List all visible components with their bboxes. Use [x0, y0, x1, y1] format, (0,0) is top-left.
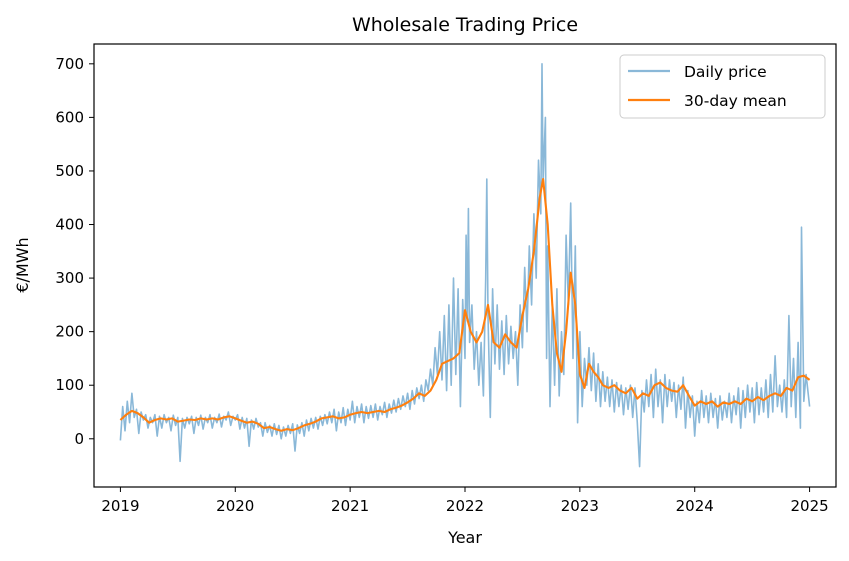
legend-box — [619, 54, 826, 119]
legend-label-daily-price: Daily price — [684, 63, 767, 81]
x-tick-label: 2024 — [676, 497, 714, 515]
y-axis-label: €/MWh — [13, 237, 32, 292]
y-tick-label: 300 — [55, 269, 84, 287]
x-tick-label: 2023 — [561, 497, 599, 515]
y-axis: 0 100 200 300 400 500 600 700 — [55, 55, 94, 448]
series-line-30-day-mean — [119, 177, 811, 432]
x-axis: 2019 2020 2021 2022 2023 2024 2025 — [101, 487, 829, 515]
y-tick-label: 0 — [74, 430, 84, 448]
x-axis-label: Year — [447, 528, 482, 547]
plot-area — [119, 63, 811, 468]
x-tick-label: 2019 — [101, 497, 139, 515]
x-tick-label: 2025 — [790, 497, 828, 515]
y-tick-label: 200 — [55, 323, 84, 341]
y-tick-label: 700 — [55, 55, 84, 73]
x-tick-label: 2021 — [331, 497, 369, 515]
y-tick-label: 100 — [55, 376, 84, 394]
x-tick-label: 2020 — [216, 497, 254, 515]
series-30-day-mean — [119, 177, 811, 432]
x-tick-label: 2022 — [446, 497, 484, 515]
y-tick-label: 500 — [55, 162, 84, 180]
legend-label-30-day-mean: 30-day mean — [684, 92, 787, 110]
y-tick-label: 400 — [55, 216, 84, 234]
chart-title: Wholesale Trading Price — [352, 14, 578, 36]
y-tick-label: 600 — [55, 108, 84, 126]
legend: Daily price 30-day mean — [619, 54, 826, 119]
